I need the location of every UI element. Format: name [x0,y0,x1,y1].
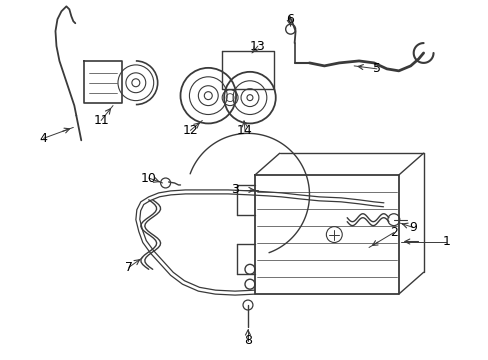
Text: 10: 10 [141,171,156,185]
Text: 1: 1 [442,235,449,248]
Text: 3: 3 [231,184,239,197]
Text: 6: 6 [285,13,293,26]
Text: 12: 12 [182,124,198,137]
Text: 2: 2 [389,226,397,239]
Text: 9: 9 [409,221,417,234]
Text: 14: 14 [237,124,252,137]
Text: 11: 11 [93,114,109,127]
Text: 4: 4 [40,132,47,145]
Text: 7: 7 [124,261,133,274]
Text: 8: 8 [244,334,251,347]
Text: 5: 5 [372,62,380,75]
Text: 13: 13 [249,40,265,53]
